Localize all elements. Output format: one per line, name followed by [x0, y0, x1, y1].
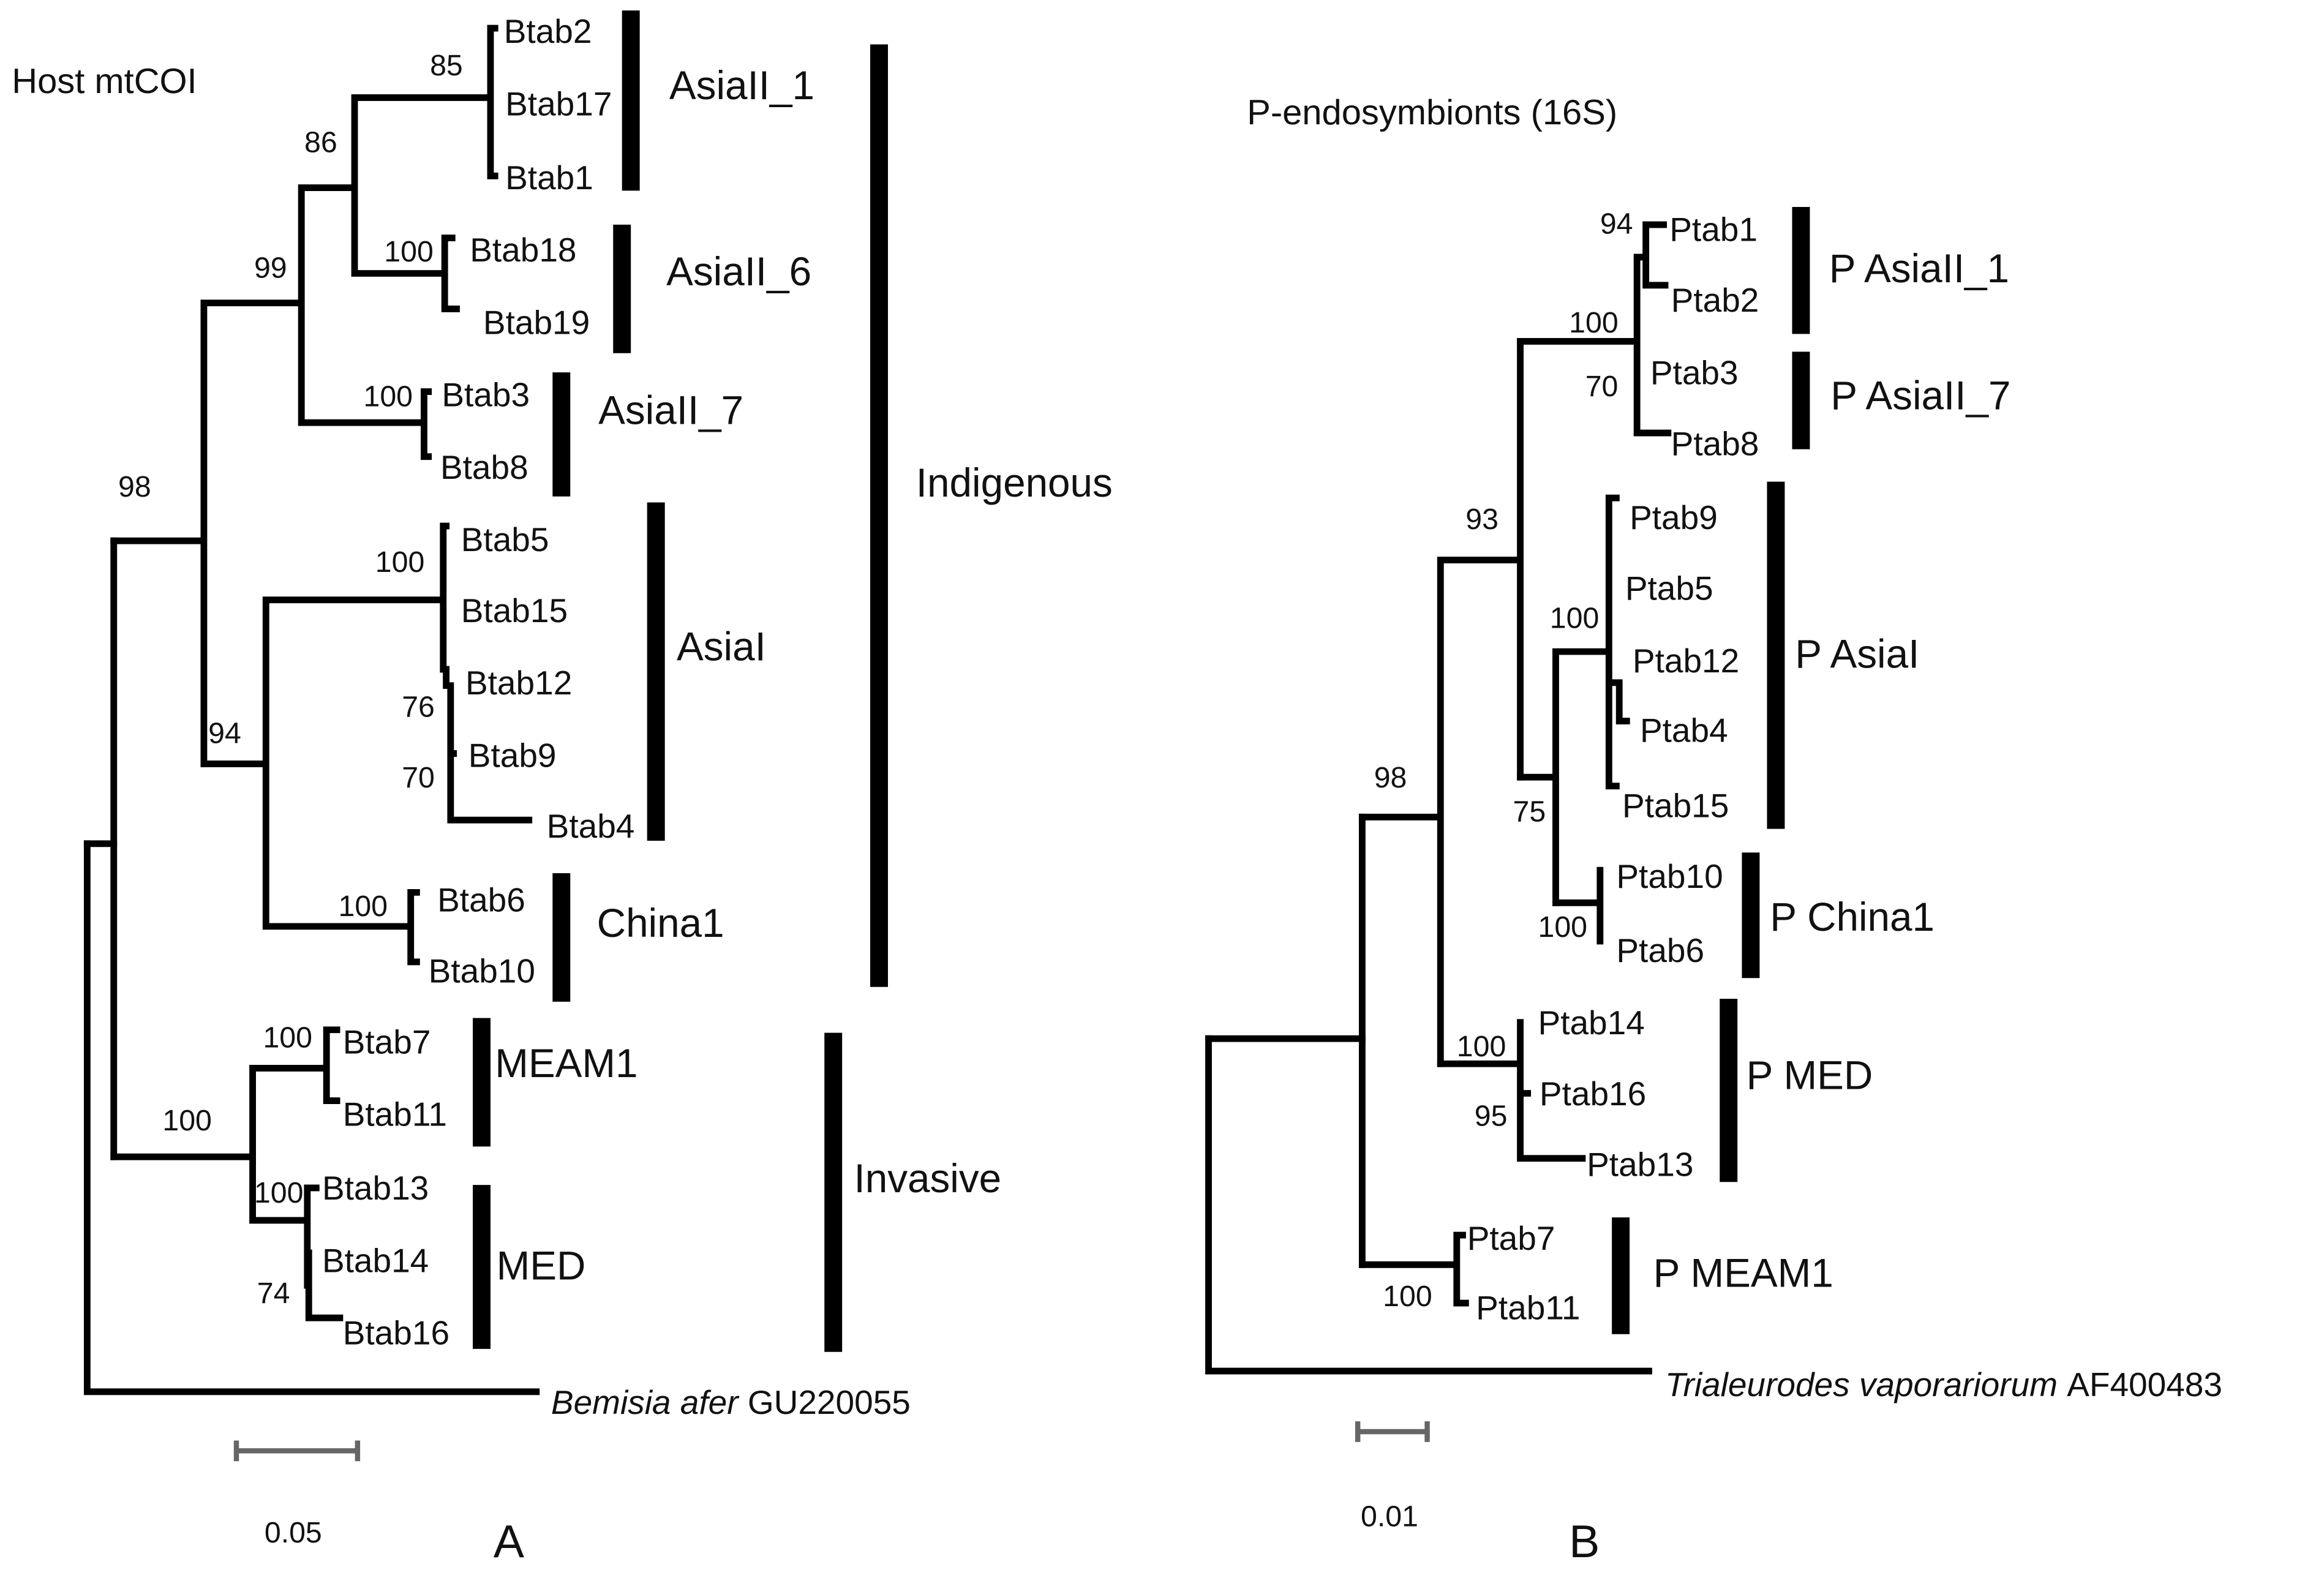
- bootstrap-value: 75: [1513, 795, 1546, 828]
- leaf-label: Btab3: [442, 376, 530, 414]
- leaf-label: Btab5: [461, 520, 549, 558]
- tree-b-clade-bars: [1612, 206, 1810, 1334]
- tree-b-leaf-labels: Ptab1 Ptab2 Ptab3 Ptab8 Ptab9 Ptab5 Ptab…: [1467, 210, 2222, 1403]
- leaf-label: Btab19: [483, 303, 590, 341]
- leaf-label: Ptab15: [1622, 786, 1729, 824]
- leaf-label: Ptab16: [1540, 1075, 1646, 1113]
- bootstrap-value: 100: [254, 1176, 304, 1209]
- clade-label: P AsiaII_1: [1829, 246, 2009, 291]
- clade-label: AsiaII_1: [669, 63, 814, 108]
- panel-letter: A: [494, 1516, 525, 1567]
- panel-letter: B: [1569, 1516, 1600, 1567]
- leaf-label: Btab14: [322, 1241, 429, 1279]
- bootstrap-value: 100: [363, 380, 413, 413]
- leaf-label: Btab4: [547, 807, 635, 845]
- group-label: Indigenous: [916, 460, 1113, 505]
- bootstrap-value: 100: [338, 890, 388, 923]
- panel-a-title: Host mtCOI: [12, 62, 197, 101]
- bootstrap-value: 100: [263, 1021, 312, 1054]
- leaf-label: Btab11: [343, 1095, 447, 1133]
- tree-b-clade-labels: P AsiaII_1 P AsiaII_7 P AsiaI P China1 P…: [1653, 246, 2011, 1296]
- clade-label: P China1: [1770, 895, 1935, 939]
- panel-a: Host mtCOI Btab2 Btab17 Btab1 Btab18 Bta…: [12, 10, 1113, 1567]
- leaf-label: Btab7: [343, 1023, 431, 1061]
- scale-label: 0.01: [1361, 1500, 1418, 1533]
- clade-label: AsiaI: [677, 625, 766, 669]
- tree-b-bootstrap-values: 94 100 70 93 100 75 100 98 100 95 100: [1374, 207, 1633, 1313]
- outgroup-label: Trialeurodes vaporariorum AF400483: [1665, 1366, 2222, 1403]
- bootstrap-value: 100: [1383, 1280, 1432, 1313]
- group-label: Invasive: [854, 1156, 1001, 1201]
- leaf-label: Ptab12: [1633, 642, 1739, 680]
- tree-a-branches: [83, 24, 540, 1396]
- bootstrap-value: 100: [1569, 306, 1619, 339]
- leaf-label: Btab12: [465, 664, 572, 702]
- bootstrap-value: 100: [1538, 911, 1588, 944]
- leaf-label: Ptab8: [1671, 424, 1759, 462]
- bootstrap-value: 76: [402, 690, 435, 723]
- bootstrap-value: 85: [430, 49, 463, 82]
- leaf-label: Btab17: [505, 85, 612, 122]
- leaf-label: Btab8: [440, 448, 528, 486]
- leaf-label: Ptab3: [1650, 353, 1739, 391]
- bootstrap-value: 93: [1465, 503, 1499, 536]
- bootstrap-value: 70: [402, 761, 435, 794]
- leaf-label: Ptab10: [1616, 857, 1723, 895]
- outgroup-label: Bemisia afer GU220055: [551, 1383, 911, 1421]
- bootstrap-value: 100: [384, 235, 434, 268]
- leaf-label: Btab2: [504, 12, 592, 50]
- tree-b-branches: [1205, 221, 1672, 1375]
- clade-label: AsiaII_6: [666, 249, 811, 294]
- clade-label: P MED: [1747, 1053, 1873, 1097]
- leaf-label: Btab6: [437, 881, 525, 919]
- bootstrap-value: 98: [1374, 761, 1407, 794]
- scale-label: 0.05: [265, 1516, 322, 1549]
- clade-label: P MEAM1: [1653, 1251, 1833, 1296]
- tree-a-leaf-labels: Btab2 Btab17 Btab1 Btab18 Btab19 Btab3 B…: [322, 12, 911, 1421]
- bootstrap-value: 94: [208, 717, 241, 750]
- bootstrap-value: 100: [1550, 602, 1600, 635]
- panel-b-title: P-endosymbionts (16S): [1247, 93, 1617, 132]
- bootstrap-value: 98: [118, 470, 151, 503]
- bootstrap-value: 100: [375, 546, 425, 579]
- leaf-label: Btab10: [429, 952, 535, 990]
- leaf-label: Btab13: [322, 1169, 429, 1207]
- tree-a-clade-bars: [473, 10, 888, 1352]
- leaf-label: Btab9: [468, 736, 557, 774]
- clade-label: China1: [597, 901, 724, 945]
- leaf-label: Ptab13: [1587, 1146, 1693, 1184]
- leaf-label: Ptab9: [1630, 498, 1718, 536]
- clade-label: AsiaII_7: [598, 388, 743, 433]
- leaf-label: Btab15: [461, 592, 568, 629]
- bootstrap-value: 74: [257, 1277, 290, 1310]
- bootstrap-value: 94: [1600, 207, 1633, 240]
- bootstrap-value: 70: [1585, 370, 1619, 403]
- leaf-label: Ptab4: [1640, 711, 1728, 749]
- tree-a-clade-labels: AsiaII_1 AsiaII_6 AsiaII_7 AsiaI China1 …: [495, 63, 1113, 1288]
- bootstrap-value: 86: [304, 126, 337, 159]
- leaf-label: Ptab14: [1538, 1004, 1645, 1042]
- leaf-label: Ptab5: [1625, 569, 1713, 607]
- clade-label: MED: [497, 1243, 586, 1288]
- bootstrap-value: 95: [1475, 1100, 1508, 1133]
- leaf-label: Ptab1: [1669, 210, 1758, 248]
- scale-bar-a: 0.05: [233, 1440, 361, 1549]
- leaf-label: Btab1: [505, 159, 593, 197]
- scale-bar-b: 0.01: [1355, 1421, 1430, 1533]
- clade-label: MEAM1: [495, 1041, 637, 1086]
- leaf-label: Ptab2: [1671, 281, 1759, 319]
- clade-label: P AsiaI: [1795, 632, 1919, 677]
- clade-label: P AsiaII_7: [1830, 373, 2010, 418]
- leaf-label: Ptab6: [1616, 931, 1704, 969]
- leaf-label: Btab16: [343, 1314, 449, 1352]
- panel-b: P-endosymbionts (16S) Ptab1 Ptab2 Ptab3 …: [1205, 93, 2222, 1567]
- leaf-label: Btab18: [470, 231, 576, 269]
- bootstrap-value: 99: [254, 252, 287, 285]
- leaf-label: Ptab7: [1467, 1219, 1555, 1257]
- bootstrap-value: 100: [1457, 1030, 1506, 1063]
- tree-a-bootstrap-values: 85 86 99 100 100 98 100 76 70 94 100 100…: [118, 49, 463, 1310]
- leaf-label: Ptab11: [1476, 1289, 1580, 1327]
- bootstrap-value: 100: [162, 1104, 212, 1137]
